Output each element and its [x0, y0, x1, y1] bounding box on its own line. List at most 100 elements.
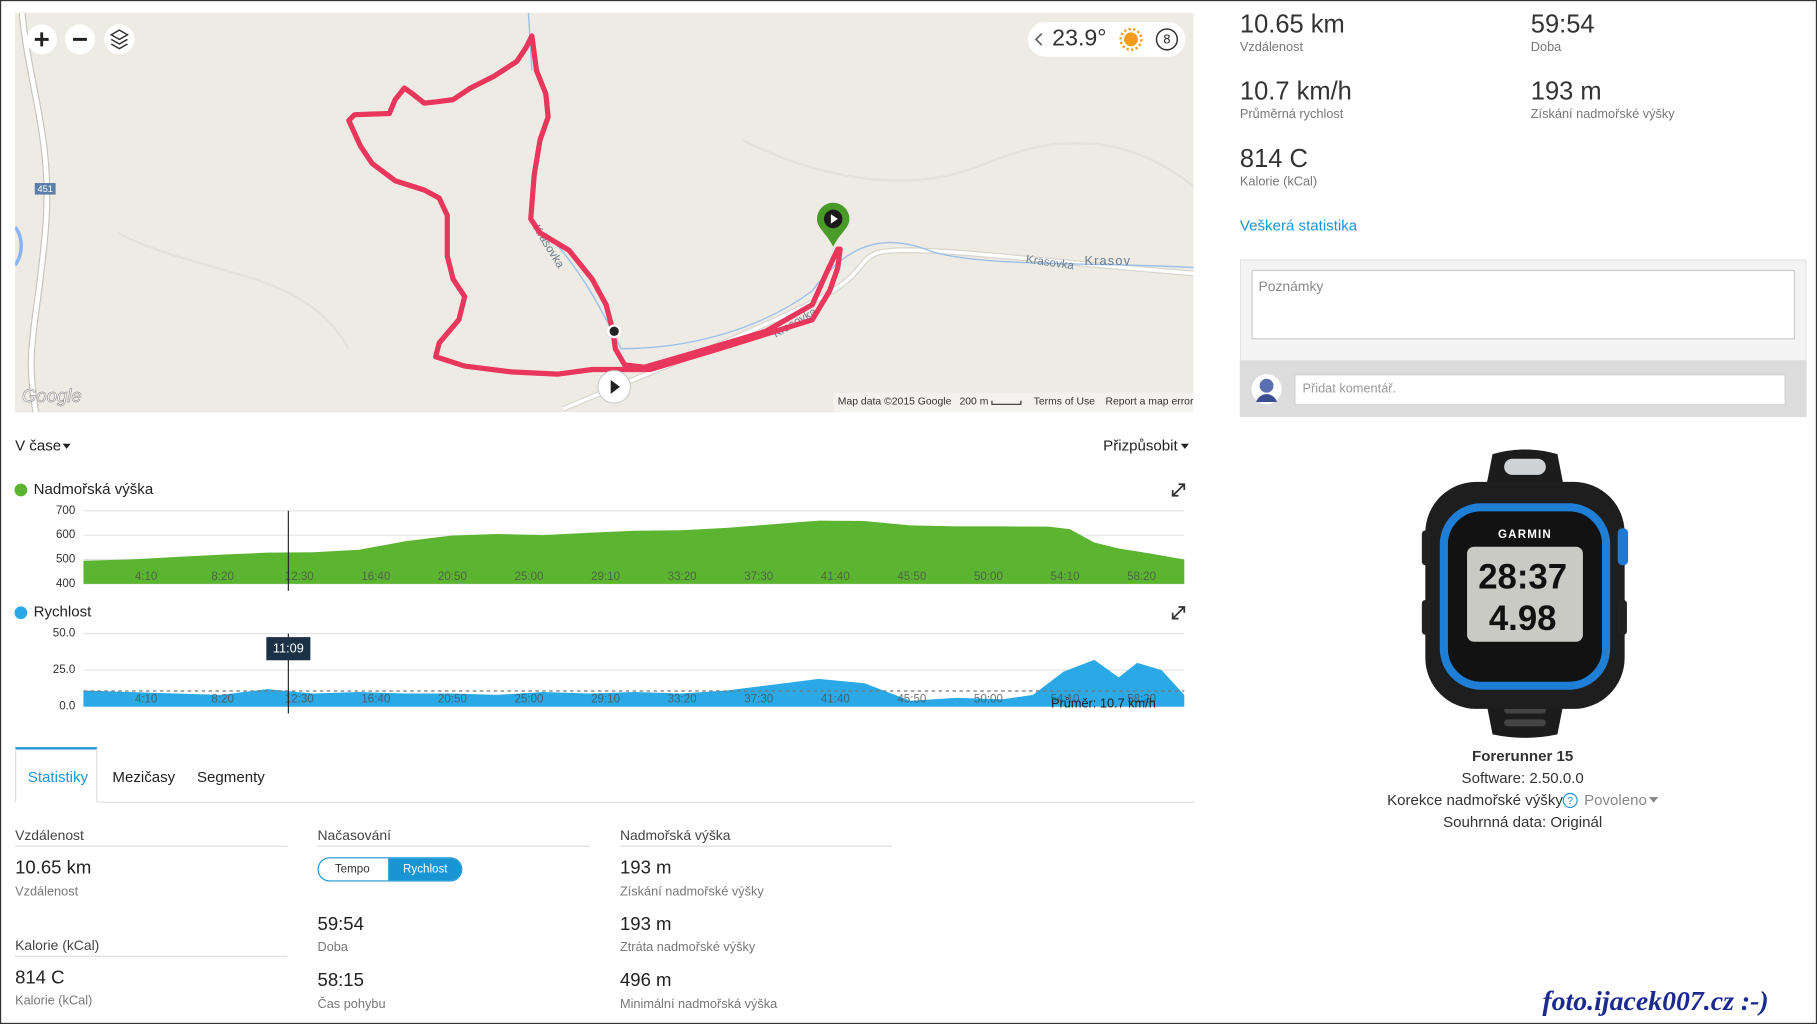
legend-dot	[14, 483, 28, 497]
temperature: 23.9°	[1052, 25, 1106, 51]
stat-value: 58:15	[317, 970, 364, 991]
screen-value: 4.98	[1489, 600, 1557, 638]
route	[346, 33, 843, 377]
y-tick-label: 600	[56, 529, 75, 541]
x-tick-label: 33:20	[668, 571, 697, 583]
terrain	[742, 139, 1194, 188]
x-tick-label: 8:20	[211, 571, 234, 583]
x-tick-label: 54:10	[1051, 694, 1080, 706]
device-image: GARMIN 28:37 4.98	[1421, 449, 1629, 738]
stat-label: Doba	[317, 940, 348, 955]
map[interactable]: 451 Krasovka Krasovka Krasovka Krasov 23…	[15, 12, 1194, 413]
elevation-correction-value[interactable]: Povoleno	[1584, 791, 1647, 809]
comment-input[interactable]	[1294, 374, 1786, 406]
device-software: Software: 2.50.0.0	[1461, 769, 1584, 787]
summary-label: Kalorie (kCal)	[1239, 174, 1318, 189]
x-tick-label: 16:40	[361, 694, 390, 706]
expand-icon	[1171, 483, 1186, 497]
x-tick-label: 33:20	[668, 694, 697, 706]
stat-value: 193 m	[619, 915, 672, 935]
wind-icon	[1155, 28, 1179, 51]
y-tick-label: 400	[56, 578, 75, 590]
avatar	[1251, 374, 1282, 405]
stat-label: Získání nadmořské výšky	[619, 884, 764, 899]
toggle-active	[388, 858, 462, 881]
svg-text:?: ?	[1567, 796, 1573, 807]
dropdown-caret	[62, 443, 71, 449]
help-icon[interactable]: ?	[1562, 792, 1578, 808]
terms[interactable]: Terms of Use	[1034, 397, 1096, 408]
expand-icon	[1171, 606, 1186, 620]
legend-dot	[14, 606, 28, 620]
stat-label: Ztráta nadmořské výšky	[619, 940, 756, 955]
divider	[317, 845, 590, 847]
sun-icon	[1124, 32, 1138, 47]
map-bg	[15, 12, 1194, 413]
terrain	[116, 231, 350, 350]
area	[83, 520, 1185, 584]
play-icon	[830, 214, 838, 224]
toggle-option[interactable]: Rychlost	[403, 862, 448, 876]
tab[interactable]: Segmenty	[196, 767, 265, 786]
y-tick-label: 700	[56, 505, 75, 517]
x-tick-label: 20:50	[438, 571, 467, 583]
screen-time: 28:37	[1478, 558, 1567, 596]
x-tick-label: 8:20	[211, 694, 234, 706]
x-tick-label: 45:50	[897, 694, 926, 706]
x-tick-label: 25:00	[514, 694, 543, 706]
active-tab[interactable]	[15, 747, 98, 803]
x-tick-label: 29:10	[591, 571, 620, 583]
x-tick-label: 12:30	[285, 571, 314, 583]
x-tick-label: 4:10	[135, 694, 158, 706]
play-icon	[610, 379, 620, 394]
summary-label: Získání nadmořské výšky	[1530, 107, 1675, 122]
dropdown-caret	[1180, 443, 1189, 449]
y-tick-label: 0.0	[59, 701, 75, 713]
stat-label: Vzdálenost	[15, 884, 79, 899]
tab[interactable]: Statistiky	[27, 767, 89, 786]
stat-value: 496 m	[619, 970, 672, 991]
stat-value: 59:54	[317, 915, 364, 935]
cursor-label: 11:09	[273, 641, 304, 656]
x-tick-label: 4:10	[135, 571, 158, 583]
stat-value: 10.65 km	[15, 858, 92, 879]
summary-data: Souhrnná data: Originál	[1443, 813, 1603, 831]
sun-rays	[1119, 27, 1143, 51]
zoom-control[interactable]: Přizpůsobit	[1103, 436, 1178, 455]
all-stats-link[interactable]: Veškerá statistika	[1239, 216, 1358, 234]
y-tick-label: 500	[56, 554, 75, 566]
summary-value: 814 C	[1239, 143, 1308, 173]
google-logo: Google	[22, 385, 82, 406]
stat-value: 193 m	[619, 858, 672, 879]
route-shield	[34, 183, 56, 195]
x-tick-label: 50:00	[974, 694, 1003, 706]
average-label: Průměr: 10.7 km/h	[1051, 696, 1156, 711]
stat-heading: Vzdálenost	[15, 827, 84, 844]
x-mode[interactable]: V čase	[15, 436, 62, 455]
x-tick-label: 41:40	[821, 571, 850, 583]
x-tick-label: 45:50	[897, 571, 926, 583]
x-tick-label: 25:00	[514, 571, 543, 583]
divider	[15, 955, 288, 957]
toggle[interactable]	[317, 857, 463, 882]
attribution-bg	[833, 392, 1194, 413]
report[interactable]: Report a map error	[1105, 397, 1193, 408]
stat-label: Kalorie (kCal)	[15, 993, 93, 1008]
tab[interactable]: Mezičasy	[112, 767, 176, 786]
x-tick-label: 41:40	[821, 694, 850, 706]
x-tick-label: 50:00	[974, 571, 1003, 583]
x-tick-label: 20:50	[438, 694, 467, 706]
toggle-option[interactable]: Tempo	[334, 862, 370, 876]
summary-label: Doba	[1530, 40, 1562, 55]
notes-input[interactable]	[1251, 269, 1795, 340]
elevation-correction: Korekce nadmořské výšky	[1387, 791, 1563, 809]
x-tick-label: 29:10	[591, 694, 620, 706]
chart-title: Rychlost	[34, 604, 93, 621]
map-data: Map data ©2015 Google	[838, 397, 952, 408]
chart-title: Nadmořská výška	[34, 481, 154, 498]
watermark: foto.ijacek007.cz :-)	[1542, 986, 1769, 1018]
weather-pill[interactable]	[1027, 22, 1186, 57]
